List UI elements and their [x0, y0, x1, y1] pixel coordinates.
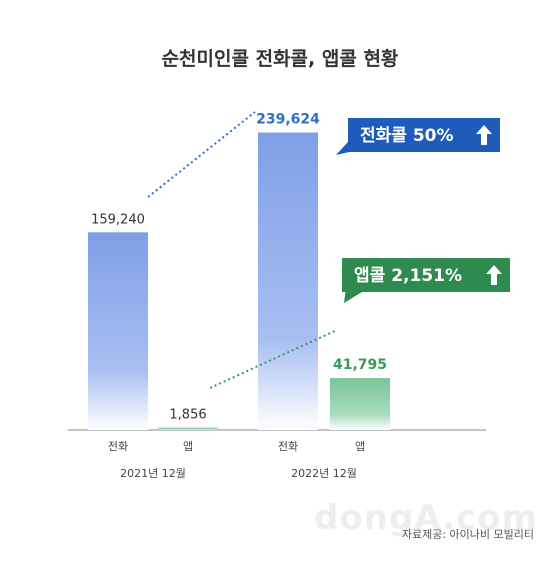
chart-title: 순천미인콜 전화콜, 앱콜 현황 [161, 48, 399, 70]
callout-app-text: 앱콜 2,151% [354, 265, 462, 286]
bar-call-1 [88, 232, 148, 430]
bar-app-1 [158, 427, 218, 430]
source-note: 자료제공: 아이나비 모빌리티 [401, 528, 534, 541]
callout-call-tail [336, 142, 358, 155]
x-group-label: 2021년 12월 [120, 467, 186, 480]
arrow-up-icon [476, 125, 492, 145]
callout-call-text: 전화콜 50% [360, 126, 454, 146]
app-growth-line [209, 329, 338, 389]
arrow-up-icon [486, 265, 502, 285]
data-label: 239,624 [256, 112, 320, 128]
call-growth-line [147, 111, 256, 198]
bar-call-2 [258, 132, 318, 431]
data-label: 159,240 [91, 212, 145, 227]
callout-app-box [342, 258, 510, 292]
bar-app-2 [330, 378, 390, 430]
x-group-label: 2022년 12월 [291, 467, 357, 480]
callout-call-box [348, 118, 500, 152]
watermark: dongA.com [313, 498, 538, 538]
data-label: 41,795 [333, 357, 387, 373]
x-tick-label: 전화 [108, 440, 128, 453]
x-tick-label: 앱 [355, 440, 365, 453]
x-tick-label: 전화 [278, 440, 298, 453]
data-label: 1,856 [169, 408, 206, 423]
x-tick-label: 앱 [183, 440, 193, 453]
